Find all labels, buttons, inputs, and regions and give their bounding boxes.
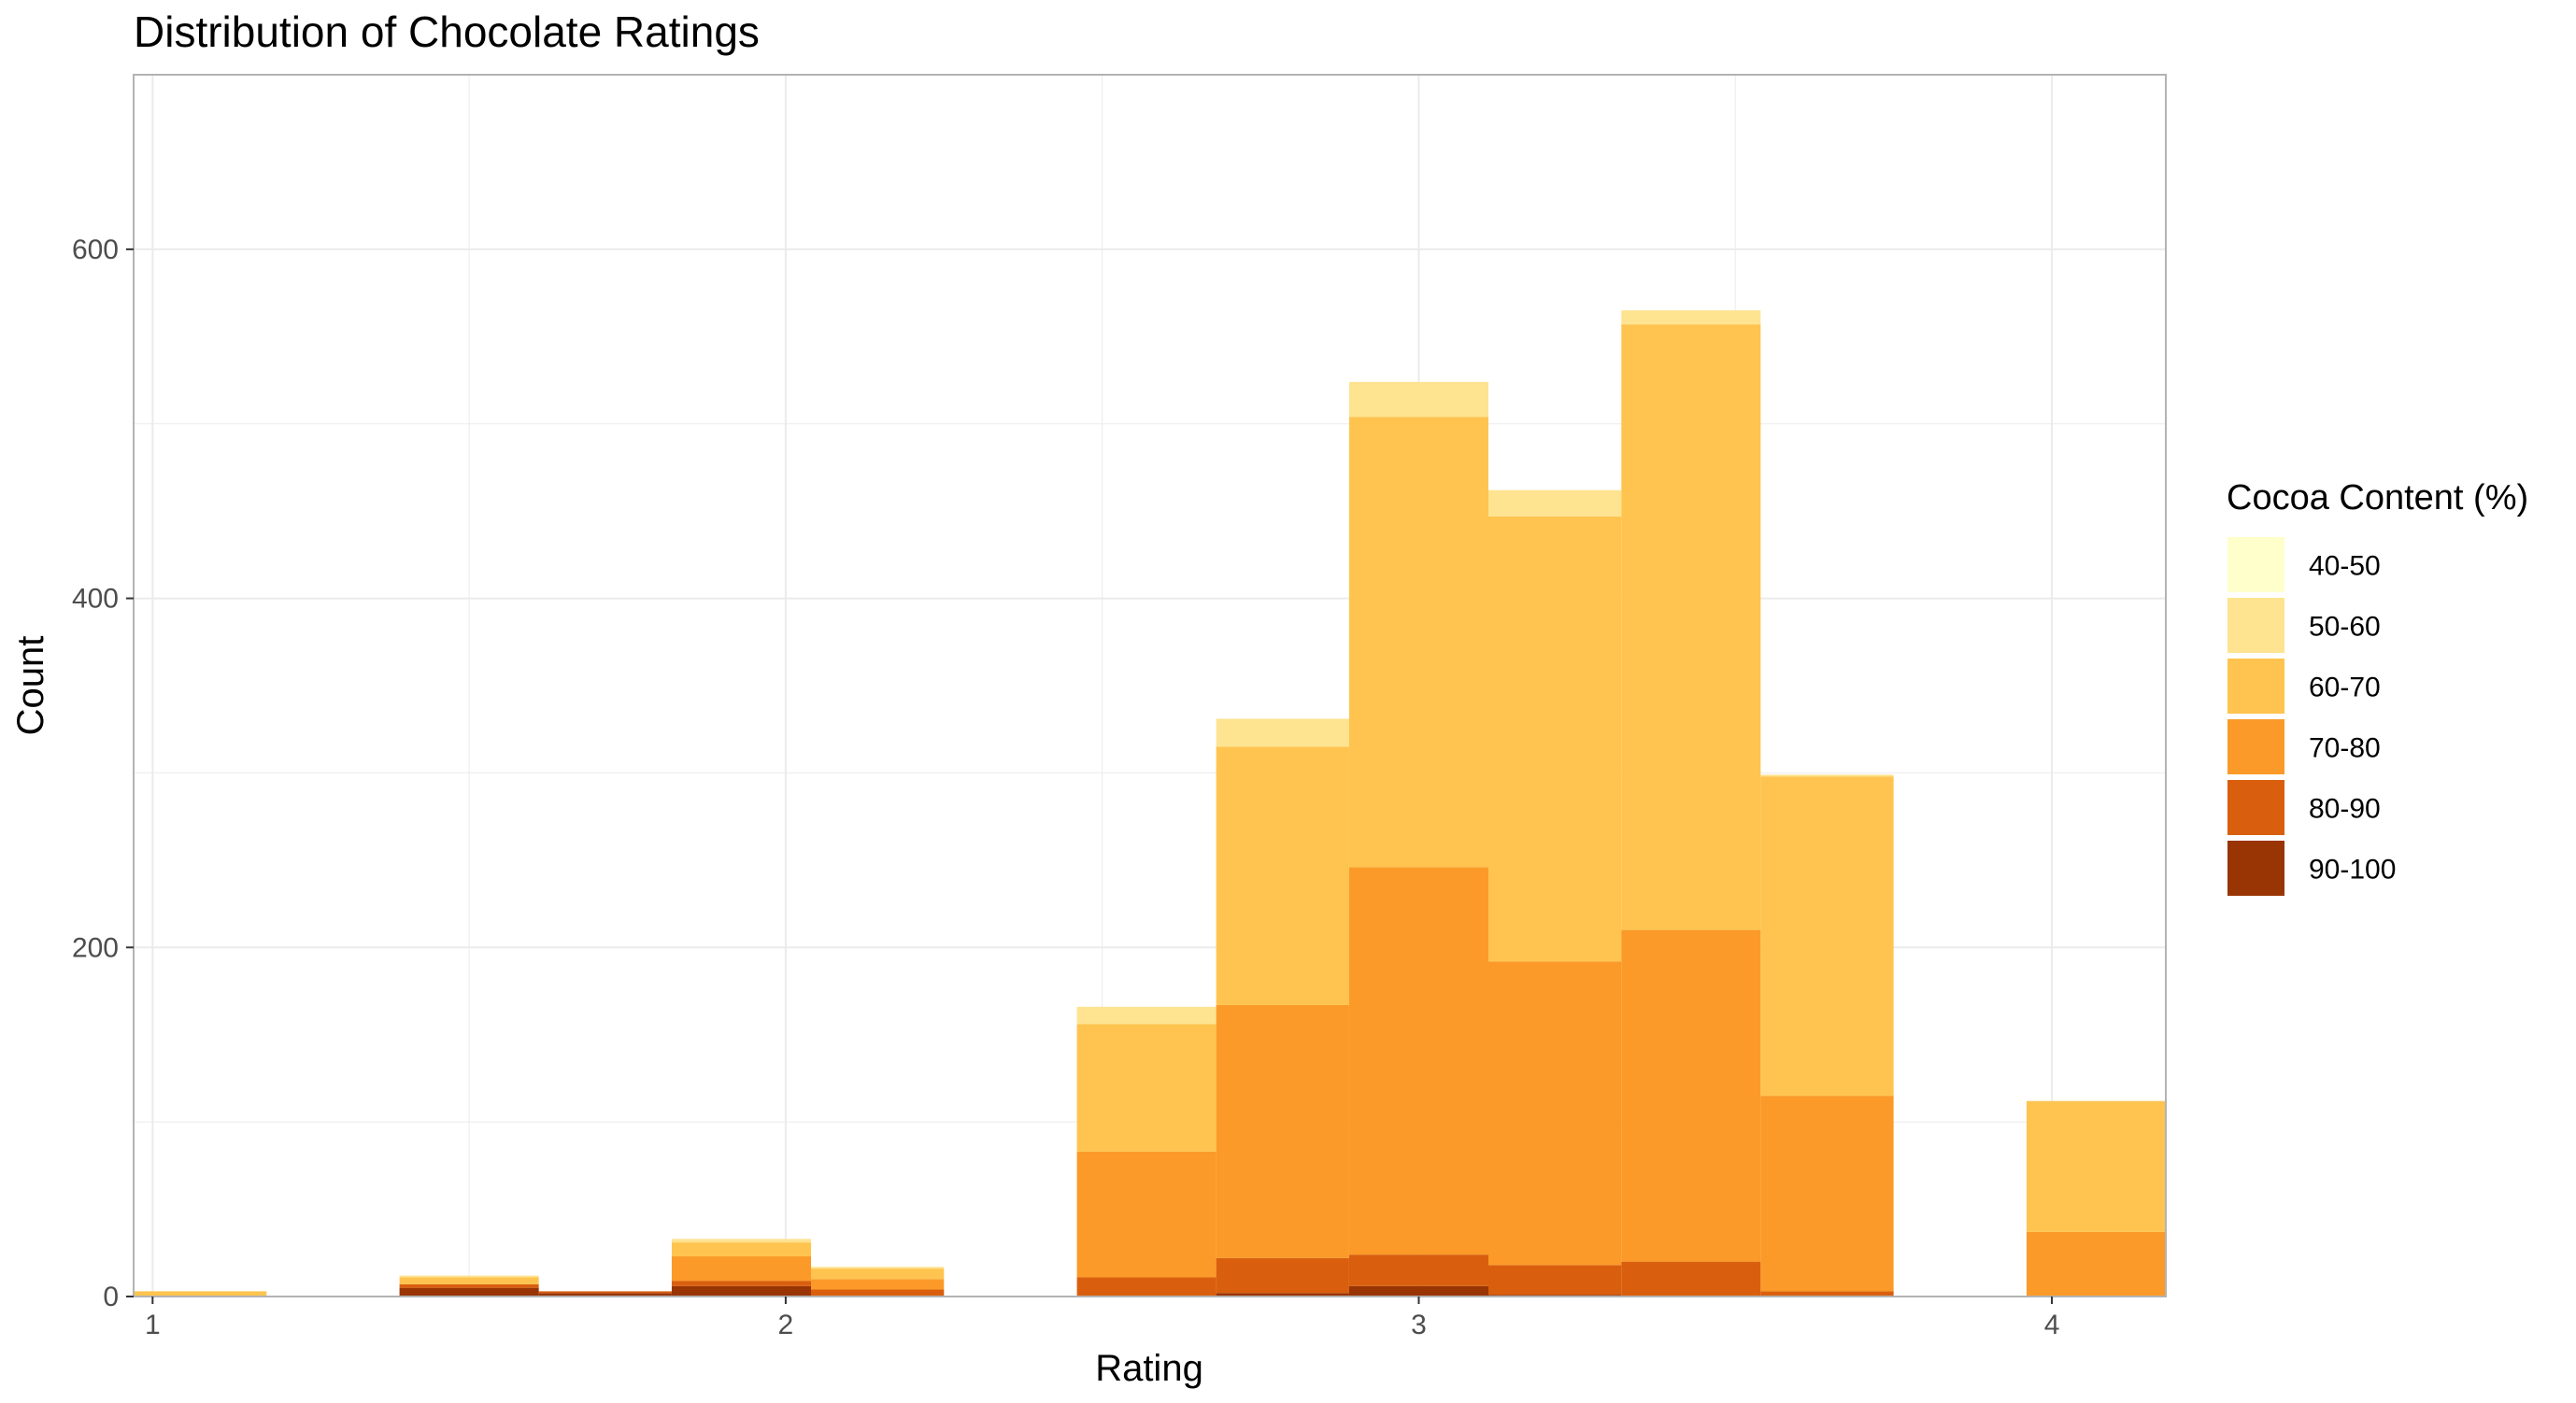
bar-segment — [811, 1279, 945, 1290]
bar-segment — [1621, 1261, 1761, 1297]
panel-border — [133, 74, 2167, 1297]
legend-label: 60-70 — [2309, 673, 2381, 703]
x-tick-label: 4 — [2044, 1310, 2060, 1340]
bar-segment — [1488, 489, 1622, 517]
legend-key — [2226, 778, 2286, 837]
bar-segment — [538, 1293, 672, 1297]
bar-segment — [1348, 867, 1488, 1255]
bar-segment — [399, 1287, 539, 1297]
x-tick-label: 1 — [145, 1310, 161, 1340]
bar-segment — [671, 1281, 811, 1286]
bar-segment — [1621, 324, 1761, 930]
legend: 40-50 50-60 60-70 70-80 80-90 90-100 — [2226, 535, 2396, 898]
legend-label: 80-90 — [2309, 794, 2381, 825]
bar-segment — [671, 1239, 811, 1243]
bar-segment — [2026, 1231, 2166, 1297]
bar-segment — [1621, 929, 1761, 1262]
bar-segment — [1760, 776, 1894, 1097]
bar-segment — [1076, 1277, 1217, 1297]
y-tick-label: 200 — [72, 932, 119, 963]
bar-segment — [1076, 1006, 1217, 1025]
bar-segment — [1488, 516, 1622, 962]
bar-segment — [1216, 1257, 1349, 1294]
y-tick-label: 400 — [72, 584, 119, 615]
x-axis-title: Rating — [1095, 1348, 1203, 1389]
x-tick-label: 2 — [778, 1310, 794, 1340]
x-tick-layer: 1 2 3 4 — [145, 1297, 2059, 1340]
bar-segment — [1076, 1024, 1217, 1152]
bar-segment — [1760, 1291, 1894, 1297]
chart-title: Distribution of Chocolate Ratings — [134, 7, 760, 56]
legend-key — [2226, 535, 2286, 594]
bar-segment — [2026, 1100, 2166, 1232]
legend-label: 90-100 — [2309, 855, 2396, 886]
legend-key — [2226, 657, 2286, 716]
bar-segment — [811, 1268, 945, 1280]
legend-key — [2226, 596, 2286, 655]
bar-segment — [1216, 718, 1349, 747]
y-axis-title: Count — [10, 636, 51, 736]
legend-label: 50-60 — [2309, 612, 2381, 643]
bar-segment — [1348, 1254, 1488, 1286]
bar-segment — [538, 1291, 672, 1294]
bar-segment — [811, 1267, 945, 1269]
bar-segment — [1076, 1151, 1217, 1278]
bar-segment — [1621, 310, 1761, 325]
bar-segment — [1216, 1293, 1349, 1297]
bar-segment — [134, 1291, 267, 1297]
bar-segment — [1348, 1285, 1488, 1297]
bar-segment — [1216, 1004, 1349, 1258]
bar-segment — [399, 1283, 539, 1288]
legend-key — [2226, 717, 2286, 776]
bars-layer — [134, 310, 2166, 1297]
legend-label: 70-80 — [2309, 733, 2381, 764]
bar-segment — [1348, 417, 1488, 868]
y-tick-label: 0 — [103, 1282, 119, 1312]
x-tick-label: 3 — [1411, 1310, 1427, 1340]
legend-label: 40-50 — [2309, 551, 2381, 582]
bar-segment — [1348, 381, 1488, 418]
bar-segment — [1488, 961, 1622, 1266]
bar-segment — [399, 1277, 539, 1284]
bar-segment — [1488, 1265, 1622, 1296]
bar-segment — [1216, 746, 1349, 1005]
bar-segment — [671, 1256, 811, 1282]
bar-segment — [671, 1285, 811, 1297]
bar-segment — [1760, 1096, 1894, 1292]
legend-key — [2226, 839, 2286, 898]
legend-title: Cocoa Content (%) — [2227, 478, 2528, 517]
bar-segment — [671, 1242, 811, 1257]
y-tick-label: 600 — [72, 234, 119, 265]
bar-segment — [1760, 774, 1894, 777]
bar-segment — [399, 1275, 539, 1278]
y-tick-layer: 0 200 400 600 — [72, 234, 134, 1312]
bar-segment — [811, 1289, 945, 1297]
